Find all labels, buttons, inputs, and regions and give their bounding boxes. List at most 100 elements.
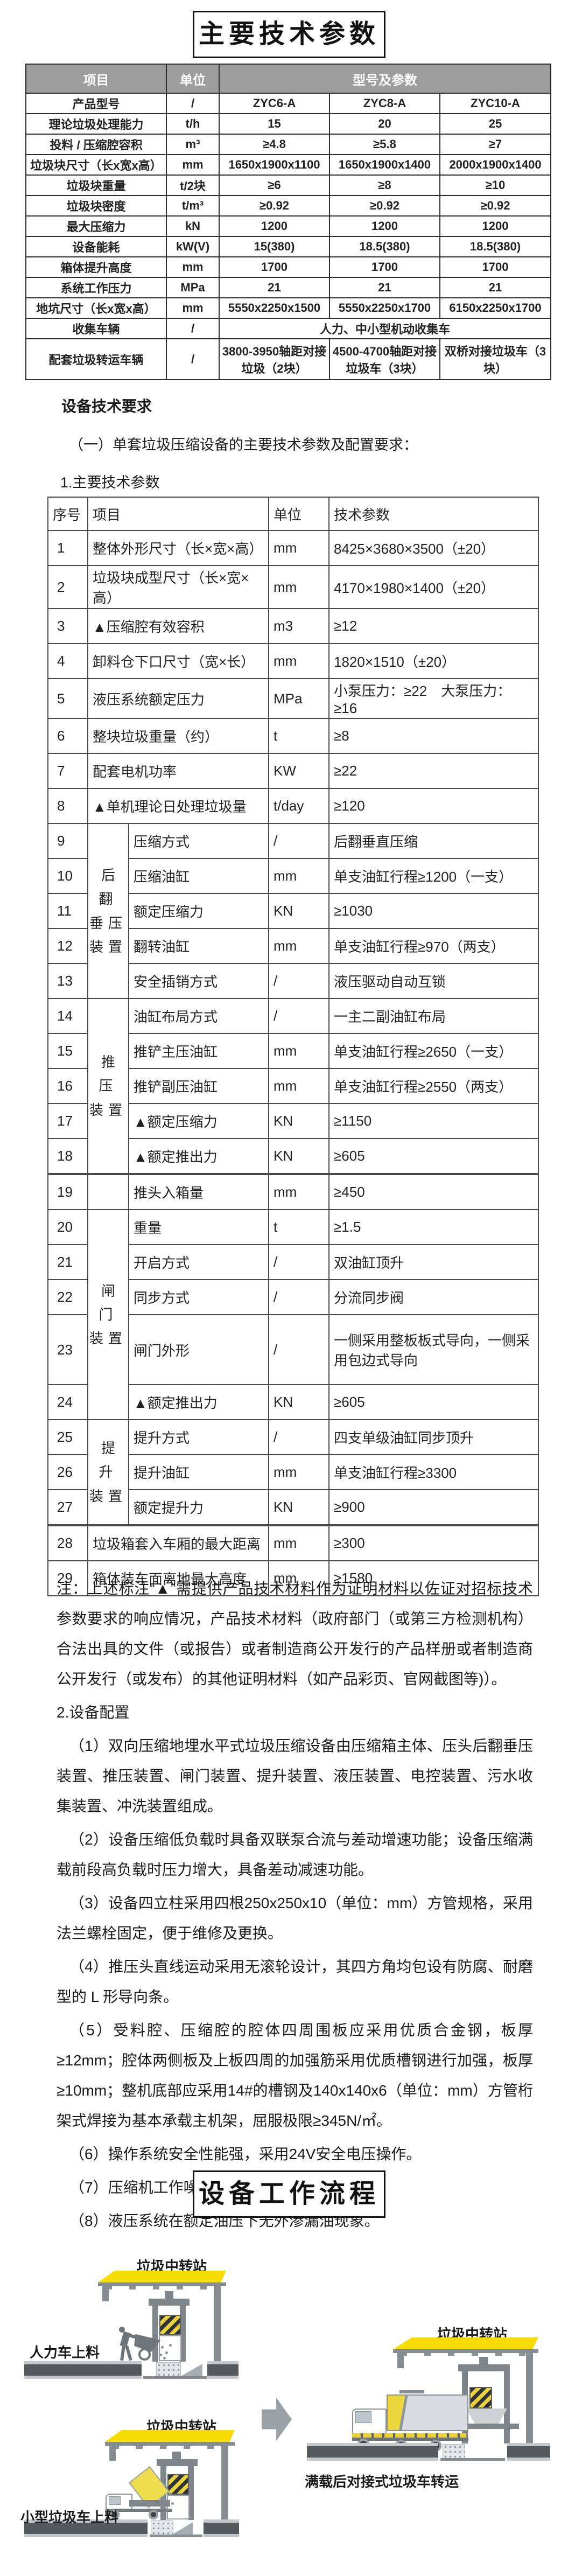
table-cell: 一主二副油缸布局 xyxy=(328,998,539,1034)
table-cell: t/m³ xyxy=(166,195,220,217)
press-post xyxy=(152,2306,158,2362)
table-row: 10 压缩油缸 mm 单支油缸行程≥1200（一支） xyxy=(47,858,539,894)
table-cell: 28 xyxy=(47,1524,88,1561)
table-cell: ≥7 xyxy=(439,134,552,155)
table-cell: 双桥对接垃圾车（3块） xyxy=(439,338,552,380)
table-cell: / xyxy=(268,1419,330,1455)
table-row: 12 翻转油缸 mm 单支油缸行程≥970（两支） xyxy=(47,928,539,964)
table-row: 19 推头入箱量 mm ≥450 xyxy=(47,1173,539,1210)
canopy-leg xyxy=(214,2286,221,2362)
table-row: 26 提升油缸 mm 单支油缸行程≥3300 xyxy=(47,1454,539,1490)
heading-equipment-requirements: 设备技术要求 xyxy=(61,398,152,415)
table-cell: 21 xyxy=(329,277,440,298)
debris-dot xyxy=(171,2502,174,2505)
table-cell: 投料 / 压缩腔容积 xyxy=(25,134,167,155)
table-cell: ≥1.5 xyxy=(328,1209,539,1245)
table-cell: 1700 xyxy=(439,256,552,278)
table-row: 5 液压系统额定压力 MPa 小泵压力：≥22 大泵压力：≥16 xyxy=(47,678,539,719)
worker-head-icon xyxy=(119,2327,125,2333)
table-cell: ≥22 xyxy=(328,753,539,789)
table-row: 地坑尺寸（长x宽x高） mm 5550x2250x1500 5550x2250x170… xyxy=(25,297,552,319)
canopy-edge xyxy=(98,2282,226,2286)
table-cell: 21 xyxy=(219,277,330,298)
table-row: 产品型号 / ZYC6-A ZYC8-A ZYC10-A xyxy=(25,93,552,114)
table-cell: ≥8 xyxy=(329,174,440,196)
table-cell: 闸门外形 xyxy=(128,1314,270,1385)
column-header-unit: 单位 xyxy=(166,64,220,94)
table-cell: 5550x2250x1500 xyxy=(219,297,330,319)
table-row: 设备能耗 kW(V) 15(380) 18.5(380) 18.5(380) xyxy=(25,236,552,257)
table-cell: 垃圾块重量 xyxy=(25,174,167,196)
table-cell: MPa xyxy=(268,678,330,719)
table-cell: mm xyxy=(268,1033,330,1069)
workflow-title: 设备工作流程 xyxy=(198,2180,380,2208)
press-beam xyxy=(149,2299,190,2306)
canopy-leg xyxy=(109,2446,116,2461)
table-cell: 人力、中小型机动收集车 xyxy=(218,318,552,339)
table-cell: 产品型号 xyxy=(25,93,167,114)
table-cell: 4500-4700轴距对接垃圾车（3块） xyxy=(329,338,440,380)
table-cell: 翻转油缸 xyxy=(128,928,270,964)
table-cell: KN xyxy=(268,1489,330,1526)
canopy-leg xyxy=(397,2353,404,2368)
table-cell: 小泵压力：≥22 大泵压力：≥16 xyxy=(328,678,539,719)
table-row: 11 额定压缩力 KN ≥1030 xyxy=(47,893,539,929)
table-cell: t xyxy=(268,1209,330,1245)
debris-dot xyxy=(161,2504,164,2507)
heading-single-set-requirements: （一）单套垃圾压缩设备的主要技术参数及配置要求： xyxy=(69,437,418,453)
table-cell: 卸料仓下口尺寸（宽×长） xyxy=(87,643,270,679)
table-row: 投料 / 压缩腔容积 m³ ≥4.8 ≥5.8 ≥7 xyxy=(25,134,552,155)
table-cell: 21 xyxy=(439,277,552,298)
table-cell: 地坑尺寸（长x宽x高） xyxy=(25,297,167,319)
table-cell: / xyxy=(268,1244,330,1280)
table-cell: 26 xyxy=(47,1454,88,1490)
canopy-lamps-icon xyxy=(106,2286,220,2289)
table-cell: 10 xyxy=(47,858,88,894)
config-item-6: （6）操作系统安全性能强，采用24V安全电压操作。 xyxy=(69,2146,422,2162)
debris-dot xyxy=(166,2509,169,2511)
table-cell: 1700 xyxy=(329,256,440,278)
table-row: 配套垃圾转运车辆/3800-3950轴距对接垃圾（2块） 4500-4700轴距对… xyxy=(25,338,552,380)
column-header-value: 技术参数 xyxy=(328,497,539,531)
technical-params-table-body: 1 整体外形尺寸（长×宽×高） mm 8425×3680×3500（±20） 2 垃圾块成… xyxy=(47,530,539,1596)
table-row: 21 开启方式 / 双油缸顶升 xyxy=(47,1244,539,1280)
table-cell: 箱体提升高度 xyxy=(25,256,167,278)
table-cell: ≥10 xyxy=(439,174,552,196)
table-cell: ≥605 xyxy=(328,1138,539,1175)
table-cell: 15(380) xyxy=(219,236,330,257)
config-item-2: （2）设备压缩低负载时具备双联泵合流与差动增速功能；设备压缩满载前段高负载时压力… xyxy=(57,1831,533,1878)
table-cell: mm xyxy=(268,530,330,566)
compactor-mesh xyxy=(156,2362,181,2377)
table-cell: ≥300 xyxy=(328,1524,539,1561)
table-cell: 29 xyxy=(47,1560,88,1596)
table-row: 4 卸料仓下口尺寸（宽×长） mm 1820×1510（±20） xyxy=(47,643,539,679)
worker-leg-icon xyxy=(125,2345,132,2361)
table-row: 7 配套电机功率 KW ≥22 xyxy=(47,753,539,789)
table-cell: KN xyxy=(268,893,330,929)
table-cell: KN xyxy=(268,1138,330,1175)
diagram-label: 小型垃圾车上料 xyxy=(20,2509,119,2525)
compactor-mesh xyxy=(151,2521,173,2536)
note-text: 注：上述标注“▲”需提供产品技术材料作为证明材料以佐证对招标技术参数要求的响应情… xyxy=(57,1580,533,1687)
table-cell xyxy=(87,1173,129,1210)
press-beam xyxy=(157,2459,198,2466)
table-cell: 1650x1900x1400 xyxy=(329,154,440,176)
table-cell: 推压 装置 xyxy=(87,998,129,1175)
table-row: 23 闸门外形 / 一侧采用整板板式导向，一侧采用包边式导向 xyxy=(47,1314,539,1385)
table-row: 16 推铲副压油缸 mm 单支油缸行程≥2550（两支） xyxy=(47,1068,539,1104)
table-cell: 14 xyxy=(47,998,88,1034)
pit-floor xyxy=(143,2376,207,2379)
press-chamber xyxy=(167,2495,190,2519)
table-cell: 1650x1900x1100 xyxy=(219,154,330,176)
table-cell: 最大压缩力 xyxy=(25,215,167,237)
main-params-title-box: 主要技术参数 xyxy=(193,11,385,58)
table-row: 收集车辆 / 人力、中小型机动收集车 xyxy=(25,318,552,339)
table-cell: 15 xyxy=(219,113,330,135)
table-row: 理论垃圾处理能力 t/h 15 20 25 xyxy=(25,113,552,135)
worker-leg-icon xyxy=(120,2345,125,2361)
diagram-label: 满载后对接式垃圾车转运 xyxy=(305,2474,459,2490)
table-cell: ZYC6-A xyxy=(219,93,330,114)
table-cell: ≥900 xyxy=(328,1489,539,1526)
table-cell: 15 xyxy=(47,1033,88,1069)
table-cell: 油缸布局方式 xyxy=(128,998,270,1034)
